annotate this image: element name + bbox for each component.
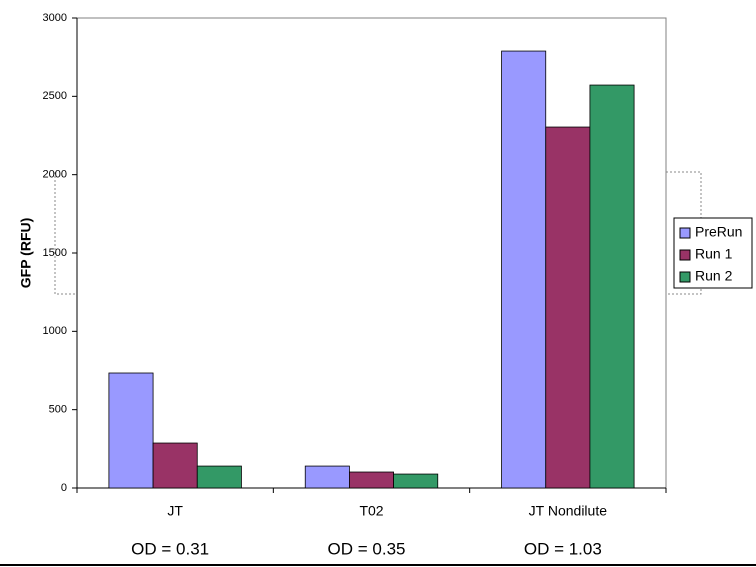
- y-axis-label: GFP (RFU): [18, 218, 34, 289]
- bar: [152, 442, 198, 489]
- x-tick-label: T02: [359, 503, 383, 519]
- bar: [108, 372, 154, 489]
- bar: [393, 473, 439, 489]
- bar: [196, 465, 242, 489]
- bar: [589, 84, 635, 489]
- legend-swatch: [679, 227, 691, 239]
- bar: [349, 471, 394, 489]
- y-tick-label: 2000: [43, 169, 67, 181]
- bar: [304, 465, 350, 489]
- y-tick-label: 1000: [43, 325, 67, 337]
- annotation: OD = 0.31: [131, 539, 209, 558]
- bar: [501, 50, 547, 489]
- y-tick-label: 1500: [43, 247, 67, 259]
- y-tick-label: 3000: [43, 12, 67, 24]
- annotation: OD = 0.35: [328, 539, 406, 558]
- y-tick-label: 500: [49, 404, 67, 416]
- legend-swatch: [679, 249, 691, 261]
- legend-swatch: [679, 271, 691, 283]
- legend-label: PreRun: [695, 224, 742, 240]
- y-tick-label: 2500: [43, 90, 67, 102]
- legend-label: Run 2: [695, 268, 733, 284]
- y-tick-label: 0: [61, 482, 67, 494]
- x-tick-label: JT Nondilute: [529, 503, 608, 519]
- annotation: OD = 1.03: [524, 539, 602, 558]
- bar: [545, 126, 591, 489]
- legend-label: Run 1: [695, 246, 733, 262]
- x-tick-label: JT: [167, 503, 183, 519]
